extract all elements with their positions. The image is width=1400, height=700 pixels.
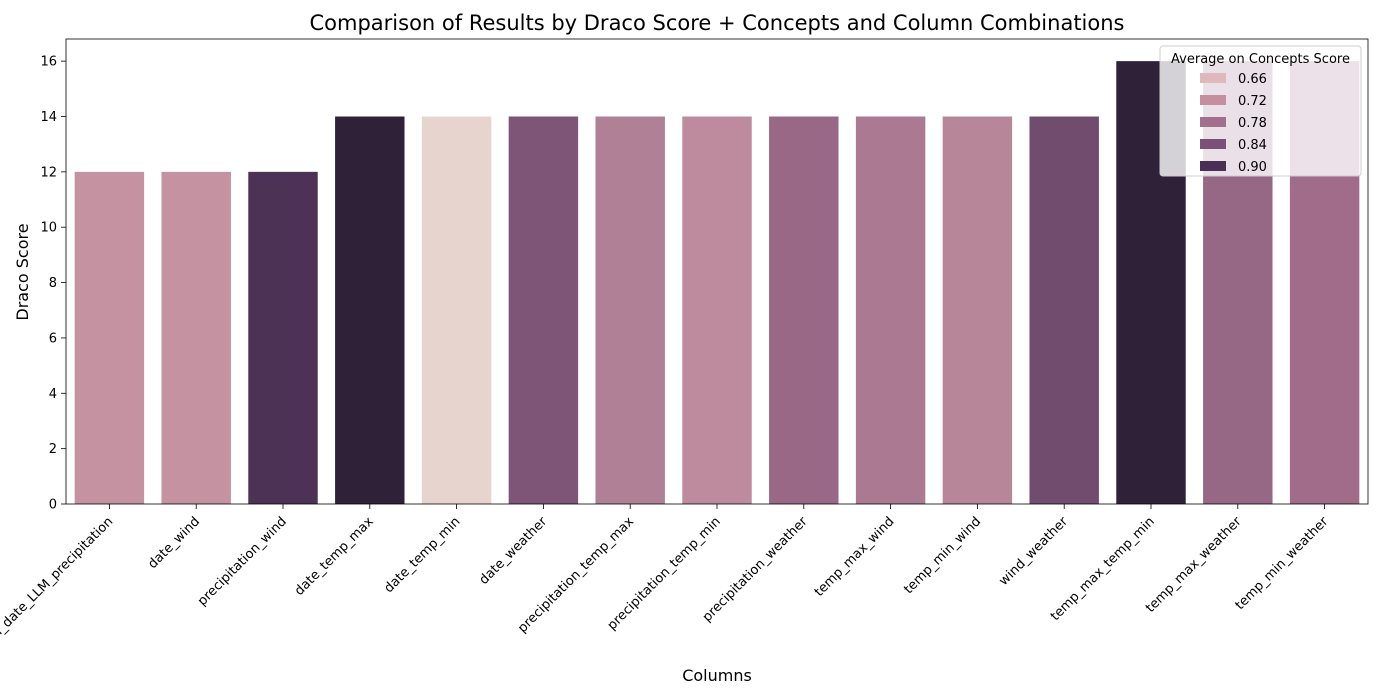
bar xyxy=(161,171,231,504)
x-tick-label: date_temp_max xyxy=(292,514,377,599)
y-tick-label: 16 xyxy=(40,55,57,70)
y-tick-label: 0 xyxy=(49,498,57,513)
x-tick-label: date_wind xyxy=(145,514,203,572)
x-tick-label: temp_max_wind xyxy=(812,514,898,600)
bar xyxy=(508,116,579,504)
bar xyxy=(335,116,405,504)
legend-label: 0.78 xyxy=(1238,116,1267,131)
legend-swatch xyxy=(1200,139,1226,149)
legend-swatch xyxy=(1200,95,1226,105)
y-tick-label: 4 xyxy=(49,387,57,402)
legend: Average on Concepts Score 0.66 0.72 0.78 0.8… xyxy=(1159,45,1362,177)
x-tick-label: date_temp_min xyxy=(382,514,464,596)
x-tick-label: precipitation_wind xyxy=(195,514,290,609)
legend-label: 0.66 xyxy=(1238,72,1267,87)
y-tick-label: 2 xyxy=(49,442,57,457)
y-tick-label: 14 xyxy=(40,110,57,125)
chart-title: Comparison of Results by Draco Score + C… xyxy=(310,11,1125,35)
bar xyxy=(855,116,926,504)
bar xyxy=(682,116,752,504)
y-tick-label: 10 xyxy=(40,221,57,236)
x-tick-label: temp_min_wind xyxy=(901,514,984,597)
bar xyxy=(421,116,492,504)
legend-swatch xyxy=(1200,73,1226,83)
bar xyxy=(74,171,145,504)
bar xyxy=(595,116,665,504)
legend-label: 0.90 xyxy=(1238,160,1267,175)
legend-label: 0.84 xyxy=(1238,138,1267,153)
y-tick-label: 6 xyxy=(49,331,57,346)
x-tick-label: LLM_date_LLM_precipitation xyxy=(0,514,116,653)
legend-swatch xyxy=(1200,161,1226,171)
bar xyxy=(1029,116,1099,504)
legend-swatch xyxy=(1200,117,1226,127)
y-axis-label: Draco Score xyxy=(13,223,32,320)
y-tick-label: 12 xyxy=(40,165,57,180)
legend-label: 0.72 xyxy=(1238,94,1267,109)
bar xyxy=(248,171,318,504)
x-tick-label: temp_max_weather xyxy=(1143,514,1245,616)
x-tick-label: wind_weather xyxy=(996,514,1071,589)
y-tick-label: 8 xyxy=(49,276,57,291)
x-axis-label: Columns xyxy=(682,666,752,685)
legend-title: Average on Concepts Score xyxy=(1171,52,1350,67)
bar xyxy=(942,116,1013,504)
bar xyxy=(769,116,839,504)
x-tick-label: date_weather xyxy=(477,514,551,588)
x-tick-label: temp_min_weather xyxy=(1233,514,1332,613)
